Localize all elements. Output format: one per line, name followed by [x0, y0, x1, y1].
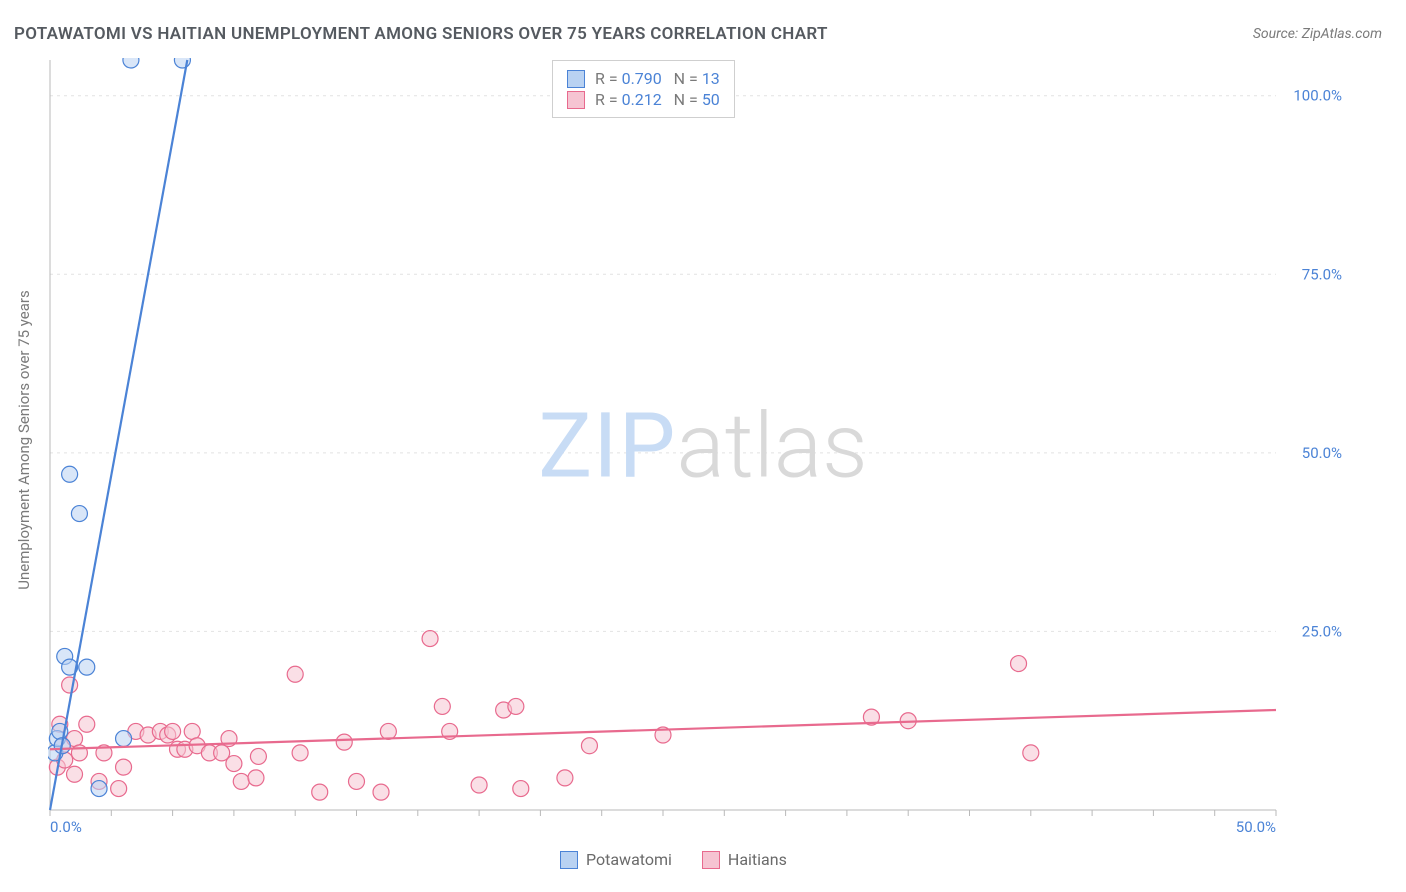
data-point	[349, 773, 365, 789]
data-point	[434, 698, 450, 714]
data-point	[184, 723, 200, 739]
legend-label: Potawatomi	[586, 850, 672, 869]
series-legend: Potawatomi Haitians	[560, 850, 787, 869]
chart-title: POTAWATOMI VS HAITIAN UNEMPLOYMENT AMONG…	[14, 24, 828, 44]
legend-item: Haitians	[702, 850, 787, 869]
data-point	[373, 784, 389, 800]
y-tick-label: 25.0%	[1302, 622, 1342, 640]
legend-stats: R = 0.212 N = 50	[595, 90, 720, 109]
data-point	[67, 766, 83, 782]
data-point	[1011, 656, 1027, 672]
data-point	[226, 756, 242, 772]
source-attribution: Source: ZipAtlas.com	[1253, 26, 1382, 42]
data-point	[165, 723, 181, 739]
data-point	[312, 784, 328, 800]
x-tick-label: 0.0%	[50, 818, 82, 836]
legend-swatch	[702, 851, 720, 869]
data-point	[62, 677, 78, 693]
legend-label: Haitians	[728, 850, 787, 869]
y-tick-label: 100.0%	[1293, 87, 1342, 105]
data-point	[422, 631, 438, 647]
legend-item: Potawatomi	[560, 850, 672, 869]
data-point	[471, 777, 487, 793]
data-point	[79, 716, 95, 732]
correlation-legend: R = 0.790 N = 13 R = 0.212 N = 50	[552, 60, 735, 118]
data-point	[71, 506, 87, 522]
legend-stats: R = 0.790 N = 13	[595, 69, 720, 88]
data-point	[79, 659, 95, 675]
data-point	[1023, 745, 1039, 761]
y-tick-label: 75.0%	[1302, 265, 1342, 283]
scatter-plot: 25.0% 50.0% 75.0% 100.0% 0.0% 50.0%	[48, 58, 1348, 838]
data-point	[250, 748, 266, 764]
data-point	[233, 773, 249, 789]
data-point	[116, 759, 132, 775]
data-point	[111, 781, 127, 797]
legend-swatch	[567, 91, 585, 109]
data-point	[287, 666, 303, 682]
data-point	[292, 745, 308, 761]
data-point	[557, 770, 573, 786]
data-point	[116, 731, 132, 747]
legend-swatch	[560, 851, 578, 869]
x-tick-label: 50.0%	[1236, 818, 1276, 836]
data-point	[123, 58, 139, 68]
data-point	[513, 781, 529, 797]
y-axis-label: Unemployment Among Seniors over 75 years	[15, 290, 33, 589]
data-point	[174, 58, 190, 68]
data-point	[62, 466, 78, 482]
legend-swatch	[567, 70, 585, 88]
data-point	[508, 698, 524, 714]
data-point	[336, 734, 352, 750]
y-tick-label: 50.0%	[1302, 444, 1342, 462]
data-point	[380, 723, 396, 739]
data-point	[248, 770, 264, 786]
data-point	[91, 781, 107, 797]
legend-row: R = 0.212 N = 50	[567, 90, 720, 109]
data-point	[581, 738, 597, 754]
legend-row: R = 0.790 N = 13	[567, 69, 720, 88]
trend-line	[50, 60, 187, 810]
